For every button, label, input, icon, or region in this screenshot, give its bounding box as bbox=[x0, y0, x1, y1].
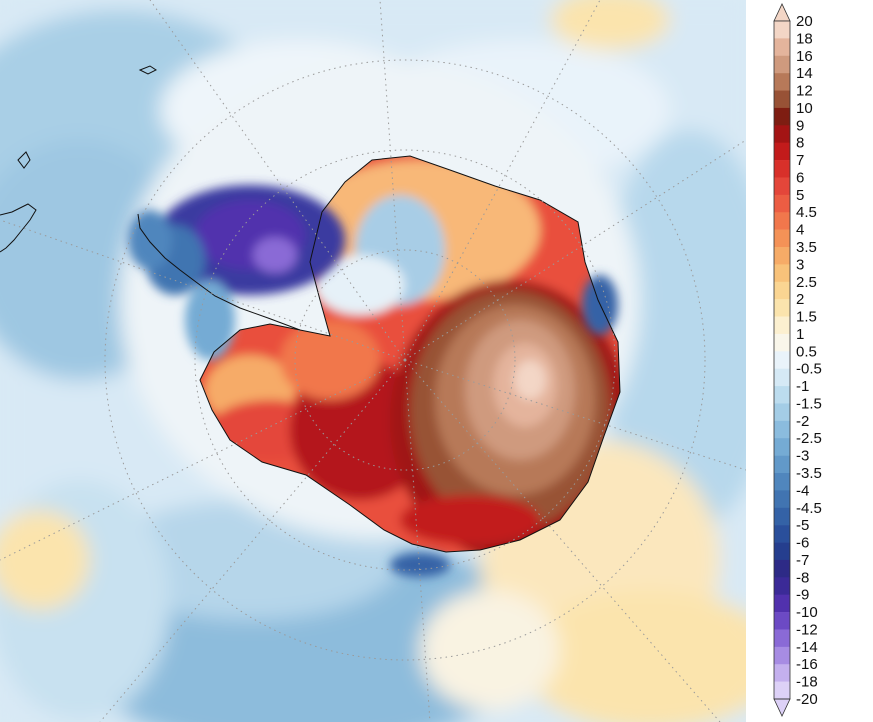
colorbar-tick-label: 10 bbox=[796, 100, 813, 117]
polar-projection-map bbox=[0, 0, 746, 722]
colorbar-tick-label: -20 bbox=[796, 691, 818, 708]
colorbar-tick-label: 18 bbox=[796, 30, 813, 47]
colorbar-tick-label: 20 bbox=[796, 13, 813, 30]
colorbar-tick-label: -14 bbox=[796, 639, 818, 656]
colorbar-labels: 201816141210987654.543.532.521.510.5-0.5… bbox=[796, 13, 822, 708]
colorbar-tick-label: 0.5 bbox=[796, 343, 817, 360]
colorbar-tick-label: -12 bbox=[796, 621, 818, 638]
colorbar-swatch bbox=[774, 194, 790, 213]
colorbar-tick-label: 6 bbox=[796, 169, 804, 186]
colorbar-tick-label: -16 bbox=[796, 656, 818, 673]
colorbar-swatch bbox=[774, 229, 790, 248]
colorbar-swatch bbox=[774, 594, 790, 613]
colorbar-tick-label: 5 bbox=[796, 187, 804, 204]
colorbar-tick-label: 8 bbox=[796, 135, 804, 152]
colorbar-swatch bbox=[774, 299, 790, 317]
colorbar-tick-label: -2 bbox=[796, 413, 809, 430]
graticule bbox=[0, 0, 746, 722]
colorbar-swatch bbox=[774, 386, 790, 404]
colorbar: 20 18 16 14 12 10 9 8 7 6 5 4.5 4 3.5 3 2.5 2 1.5 1 0.5 -0.5… bbox=[748, 0, 873, 722]
colorbar-tick-label: 1 bbox=[796, 326, 804, 343]
colorbar-swatch bbox=[774, 681, 790, 700]
colorbar-tick-label: -3 bbox=[796, 448, 809, 465]
colorbar-swatch bbox=[774, 542, 790, 561]
colorbar-swatch bbox=[774, 438, 790, 456]
colorbar-swatch bbox=[774, 351, 790, 369]
colorbar-swatch bbox=[774, 125, 790, 143]
colorbar-swatch bbox=[774, 333, 790, 352]
colorbar-tick-label: -4 bbox=[796, 482, 809, 499]
colorbar-swatch bbox=[774, 559, 790, 578]
colorbar-swatch bbox=[774, 490, 790, 509]
colorbar-swatches bbox=[773, 3, 791, 717]
colorbar-swatch bbox=[774, 73, 790, 91]
antarctica-field bbox=[128, 155, 621, 577]
peninsula-coastline bbox=[137, 213, 301, 331]
colorbar-swatch bbox=[774, 264, 790, 283]
colorbar-swatch bbox=[774, 403, 790, 422]
colorbar-tick-label: 7 bbox=[796, 152, 804, 169]
colorbar-swatch bbox=[774, 160, 790, 178]
colorbar-swatch bbox=[774, 525, 790, 543]
colorbar-swatch bbox=[774, 142, 790, 161]
colorbar-swatch bbox=[774, 107, 790, 126]
colorbar-swatch bbox=[774, 473, 790, 491]
colorbar-tick-label: 9 bbox=[796, 117, 804, 134]
colorbar-tick-label: -1 bbox=[796, 378, 809, 395]
colorbar-tick-label: -18 bbox=[796, 674, 818, 691]
colorbar-bottom-arrow bbox=[773, 698, 791, 717]
colorbar-swatch bbox=[774, 507, 790, 526]
colorbar-tick-label: -2.5 bbox=[796, 430, 822, 447]
colorbar-tick-label: -9 bbox=[796, 587, 809, 604]
colorbar-tick-label: -1.5 bbox=[796, 395, 822, 412]
colorbar-tick-label: -8 bbox=[796, 569, 809, 586]
colorbar-tick-label: -3.5 bbox=[796, 465, 822, 482]
colorbar-tick-label: -0.5 bbox=[796, 361, 822, 378]
antarctica-coastline bbox=[199, 155, 621, 553]
colorbar-tick-label: 1.5 bbox=[796, 309, 817, 326]
colorbar-swatch bbox=[774, 455, 790, 474]
south-america-coastline bbox=[0, 65, 157, 253]
colorbar-swatch bbox=[774, 577, 790, 595]
colorbar-swatch bbox=[774, 21, 790, 39]
colorbar-swatch bbox=[774, 420, 790, 439]
colorbar-tick-label: -10 bbox=[796, 604, 818, 621]
colorbar-swatch bbox=[774, 212, 790, 230]
colorbar-tick-label: 4.5 bbox=[796, 204, 817, 221]
colorbar-frame bbox=[773, 20, 791, 700]
colorbar-tick-label: 4 bbox=[796, 222, 804, 239]
colorbar-tick-label: 3 bbox=[796, 256, 804, 273]
colorbar-top-arrow bbox=[773, 3, 791, 22]
colorbar-tick-label: 3.5 bbox=[796, 239, 817, 256]
colorbar-swatch bbox=[774, 281, 790, 300]
colorbar-tick-label: 14 bbox=[796, 65, 813, 82]
temperature-anomaly-map bbox=[0, 0, 746, 722]
colorbar-tick-label: 16 bbox=[796, 48, 813, 65]
colorbar-tick-label: -5 bbox=[796, 517, 809, 534]
colorbar-swatch bbox=[774, 177, 790, 196]
colorbar-swatch bbox=[774, 316, 790, 335]
colorbar-tick-label: -4.5 bbox=[796, 500, 822, 517]
colorbar-tick-label: 12 bbox=[796, 83, 813, 100]
colorbar-swatch bbox=[774, 247, 790, 265]
colorbar-swatch bbox=[774, 90, 790, 109]
colorbar-tick-label: 2 bbox=[796, 291, 804, 308]
colorbar-swatch bbox=[774, 55, 790, 74]
colorbar-swatch bbox=[774, 38, 790, 57]
colorbar-swatch bbox=[774, 612, 790, 630]
colorbar-swatch bbox=[774, 646, 790, 665]
colorbar-swatch bbox=[774, 629, 790, 648]
colorbar-tick-label: -7 bbox=[796, 552, 809, 569]
colorbar-scale: 201816141210987654.543.532.521.510.5-0.5… bbox=[773, 3, 822, 717]
colorbar-swatch bbox=[774, 664, 790, 682]
colorbar-swatch bbox=[774, 368, 790, 387]
colorbar-tick-label: 2.5 bbox=[796, 274, 817, 291]
colorbar-tick-label: -6 bbox=[796, 535, 809, 552]
